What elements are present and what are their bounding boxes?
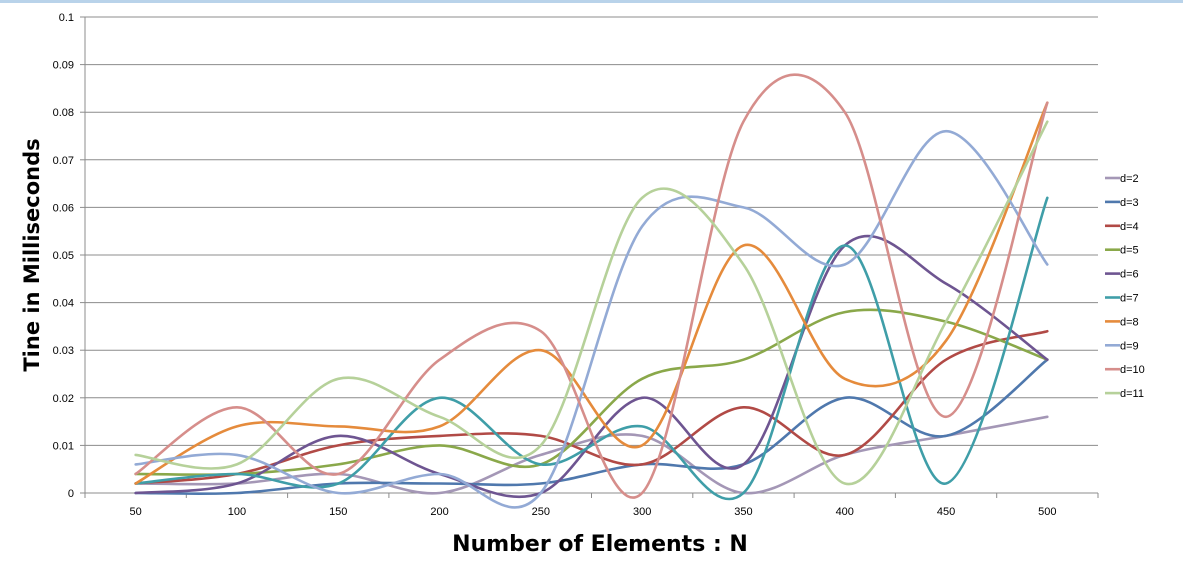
y-tick-label: 0.09 bbox=[53, 60, 74, 72]
y-tick-label: 0 bbox=[68, 488, 74, 500]
x-tick-label: 300 bbox=[633, 506, 651, 518]
y-axis-title: Tine in Milliseconds bbox=[20, 138, 44, 371]
series-line-d-10 bbox=[134, 73, 1049, 499]
series-lines bbox=[134, 73, 1049, 509]
x-tick-label: 200 bbox=[430, 506, 448, 518]
y-tick-labels: 0 0.01 0.02 0.03 0.04 0.05 0.06 0.07 0.08 0.09 0.1 bbox=[53, 12, 74, 500]
y-tick-label: 0.03 bbox=[53, 345, 74, 357]
legend-label: d=3 bbox=[1120, 197, 1139, 209]
x-tick-label: 400 bbox=[836, 506, 854, 518]
legend-label: d=11 bbox=[1120, 388, 1144, 400]
series-line-d-5 bbox=[134, 308, 1049, 476]
gridlines bbox=[80, 16, 1098, 494]
y-tick-label: 0.06 bbox=[53, 202, 74, 214]
y-tick-label: 0.08 bbox=[53, 107, 74, 119]
y-tick-label: 0.1 bbox=[59, 12, 74, 24]
x-tick-label: 50 bbox=[130, 506, 142, 518]
series-line-d-4 bbox=[134, 329, 1049, 485]
legend-label: d=9 bbox=[1120, 340, 1139, 352]
y-tick-label: 0.01 bbox=[53, 440, 74, 452]
legend-label: d=5 bbox=[1120, 245, 1139, 257]
legend-label: d=4 bbox=[1120, 221, 1139, 233]
legend-label: d=6 bbox=[1120, 269, 1139, 281]
y-tick-label: 0.04 bbox=[53, 298, 74, 310]
series-line-d-6 bbox=[134, 234, 1049, 499]
x-tick-label: 450 bbox=[937, 506, 955, 518]
series-line-d-3 bbox=[134, 358, 1049, 496]
y-tick-label: 0.07 bbox=[53, 155, 74, 167]
series-line-d-7 bbox=[134, 196, 1049, 501]
x-tick-label: 500 bbox=[1038, 506, 1056, 518]
x-tick-label: 150 bbox=[329, 506, 347, 518]
legend-label: d=7 bbox=[1120, 293, 1139, 305]
x-axis-title: Number of Elements : N bbox=[452, 532, 748, 557]
series-line-d-9 bbox=[134, 129, 1049, 509]
x-tick-label: 250 bbox=[532, 506, 550, 518]
x-tick-label: 100 bbox=[228, 506, 246, 518]
x-tick-labels: 50 100 150 200 250 300 350 400 450 500 bbox=[130, 506, 1057, 518]
series-line-d-11 bbox=[134, 120, 1049, 486]
x-tick-label: 350 bbox=[734, 506, 752, 518]
legend-label: d=8 bbox=[1120, 316, 1139, 328]
y-tick-label: 0.02 bbox=[53, 393, 74, 405]
legend-label: d=2 bbox=[1120, 173, 1139, 185]
legend: d=2 d=3 d=4 d=5 d=6 d=7 d=8 d=9 d=10 d=11 bbox=[1105, 173, 1145, 400]
y-tick-label: 0.05 bbox=[53, 250, 74, 262]
legend-label: d=10 bbox=[1120, 364, 1145, 376]
series-line-d-8 bbox=[134, 101, 1049, 485]
window-top-border bbox=[0, 0, 1183, 3]
